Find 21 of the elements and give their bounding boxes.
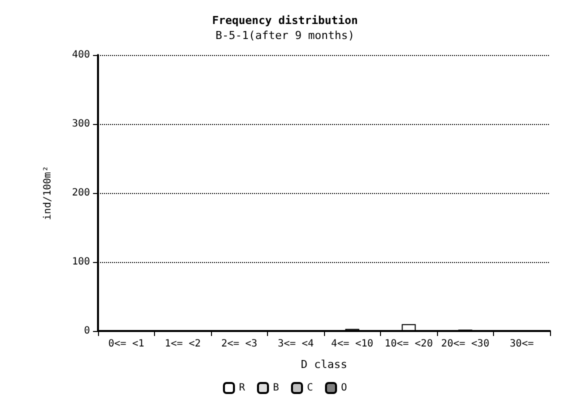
y-tick-label: 100 bbox=[72, 256, 90, 268]
x-tick-label: 4<= <10 bbox=[331, 338, 374, 350]
y-tick-label: 300 bbox=[72, 118, 90, 130]
legend-label: O bbox=[341, 382, 348, 394]
y-tick-label: 0 bbox=[84, 326, 90, 336]
x-tick-label: 20<= <30 bbox=[441, 338, 490, 350]
y-tick-label: 400 bbox=[72, 50, 90, 60]
x-tick-label: 10<= <20 bbox=[384, 338, 433, 350]
legend-label: C bbox=[307, 382, 314, 394]
legend-label: B bbox=[272, 382, 280, 394]
x-tick-label: 30<= bbox=[510, 338, 534, 350]
x-tick-label: 3<= <4 bbox=[278, 338, 314, 350]
chart-title: Frequency distribution bbox=[212, 14, 358, 27]
legend-label: R bbox=[238, 382, 246, 394]
x-axis-title: D class bbox=[300, 358, 348, 371]
chart-subtitle: B-5-1(after 9 months) bbox=[215, 29, 355, 42]
x-tick-label: 1<= <2 bbox=[164, 338, 201, 350]
y-axis-title: ind/100m² bbox=[42, 166, 54, 220]
y-tick-label: 200 bbox=[72, 188, 90, 198]
x-tick-label: 2<= <3 bbox=[221, 338, 258, 350]
x-tick-label: 0<= <1 bbox=[108, 338, 144, 350]
